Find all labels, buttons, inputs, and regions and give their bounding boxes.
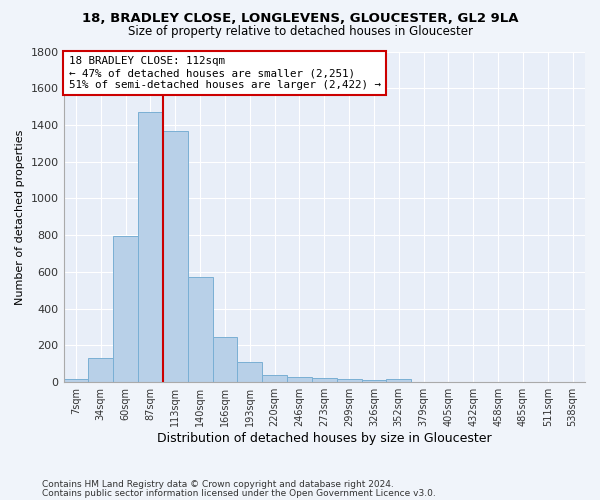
Text: Contains public sector information licensed under the Open Government Licence v3: Contains public sector information licen…	[42, 489, 436, 498]
X-axis label: Distribution of detached houses by size in Gloucester: Distribution of detached houses by size …	[157, 432, 491, 445]
Bar	[64, 380, 88, 382]
Bar	[386, 378, 411, 382]
Bar	[188, 276, 212, 382]
Text: 18, BRADLEY CLOSE, LONGLEVENS, GLOUCESTER, GL2 9LA: 18, BRADLEY CLOSE, LONGLEVENS, GLOUCESTE…	[82, 12, 518, 26]
Bar	[287, 376, 312, 382]
Text: 18 BRADLEY CLOSE: 112sqm
← 47% of detached houses are smaller (2,251)
51% of sem: 18 BRADLEY CLOSE: 112sqm ← 47% of detach…	[69, 56, 381, 90]
Bar	[163, 130, 188, 382]
Bar	[138, 112, 163, 382]
Text: Contains HM Land Registry data © Crown copyright and database right 2024.: Contains HM Land Registry data © Crown c…	[42, 480, 394, 489]
Bar	[113, 236, 138, 382]
Bar	[337, 380, 362, 382]
Bar	[88, 358, 113, 382]
Y-axis label: Number of detached properties: Number of detached properties	[15, 129, 25, 304]
Bar	[262, 375, 287, 382]
Bar	[362, 380, 386, 382]
Bar	[212, 337, 238, 382]
Text: Size of property relative to detached houses in Gloucester: Size of property relative to detached ho…	[128, 25, 473, 38]
Bar	[238, 362, 262, 382]
Bar	[312, 378, 337, 382]
